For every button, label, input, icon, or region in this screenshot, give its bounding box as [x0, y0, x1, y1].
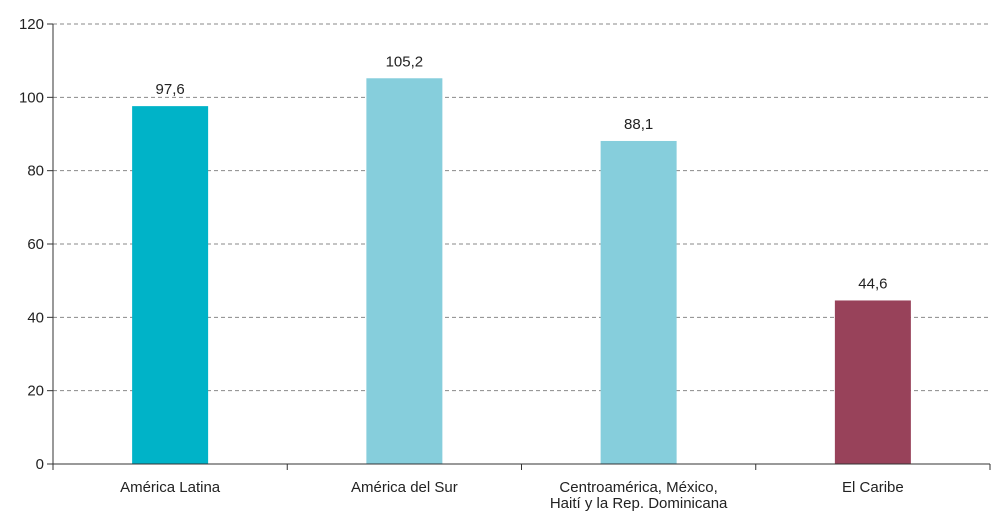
x-tick-label-line: América del Sur: [351, 479, 458, 496]
y-tick-label: 100: [19, 89, 44, 106]
x-tick-label-line: Centroamérica, México,: [559, 479, 717, 496]
x-tick-label-line: El Caribe: [842, 479, 904, 496]
x-tick-label: América del Sur: [351, 479, 458, 496]
y-tick-label: 40: [27, 309, 44, 326]
data-label: 97,6: [156, 81, 185, 98]
bar: [834, 300, 911, 464]
bar: [132, 106, 209, 464]
y-tick-label: 20: [27, 383, 44, 400]
bar: [600, 140, 677, 464]
data-label: 88,1: [624, 116, 653, 133]
labels: 0 20 40 60 80 100 120 97,6 América Latina 105,2 Am…: [19, 16, 904, 512]
y-tick-label: 60: [27, 236, 44, 253]
x-tick-label-line: América Latina: [120, 479, 221, 496]
x-tick-label: Centroamérica, México, Haití y la Rep. Do…: [550, 479, 728, 512]
x-tick-label-line: Haití y la Rep. Dominicana: [550, 495, 728, 512]
y-tick-label: 0: [36, 456, 44, 473]
x-tick-label: América Latina: [120, 479, 221, 496]
y-tick-label: 80: [27, 163, 44, 180]
data-label: 105,2: [386, 53, 424, 70]
data-label: 44,6: [858, 275, 887, 292]
x-tick-label: El Caribe: [842, 479, 904, 496]
y-tick-label: 120: [19, 16, 44, 33]
axes: [47, 23, 991, 470]
bars: [132, 78, 911, 465]
bar: [366, 78, 443, 465]
gridlines: [53, 23, 990, 392]
